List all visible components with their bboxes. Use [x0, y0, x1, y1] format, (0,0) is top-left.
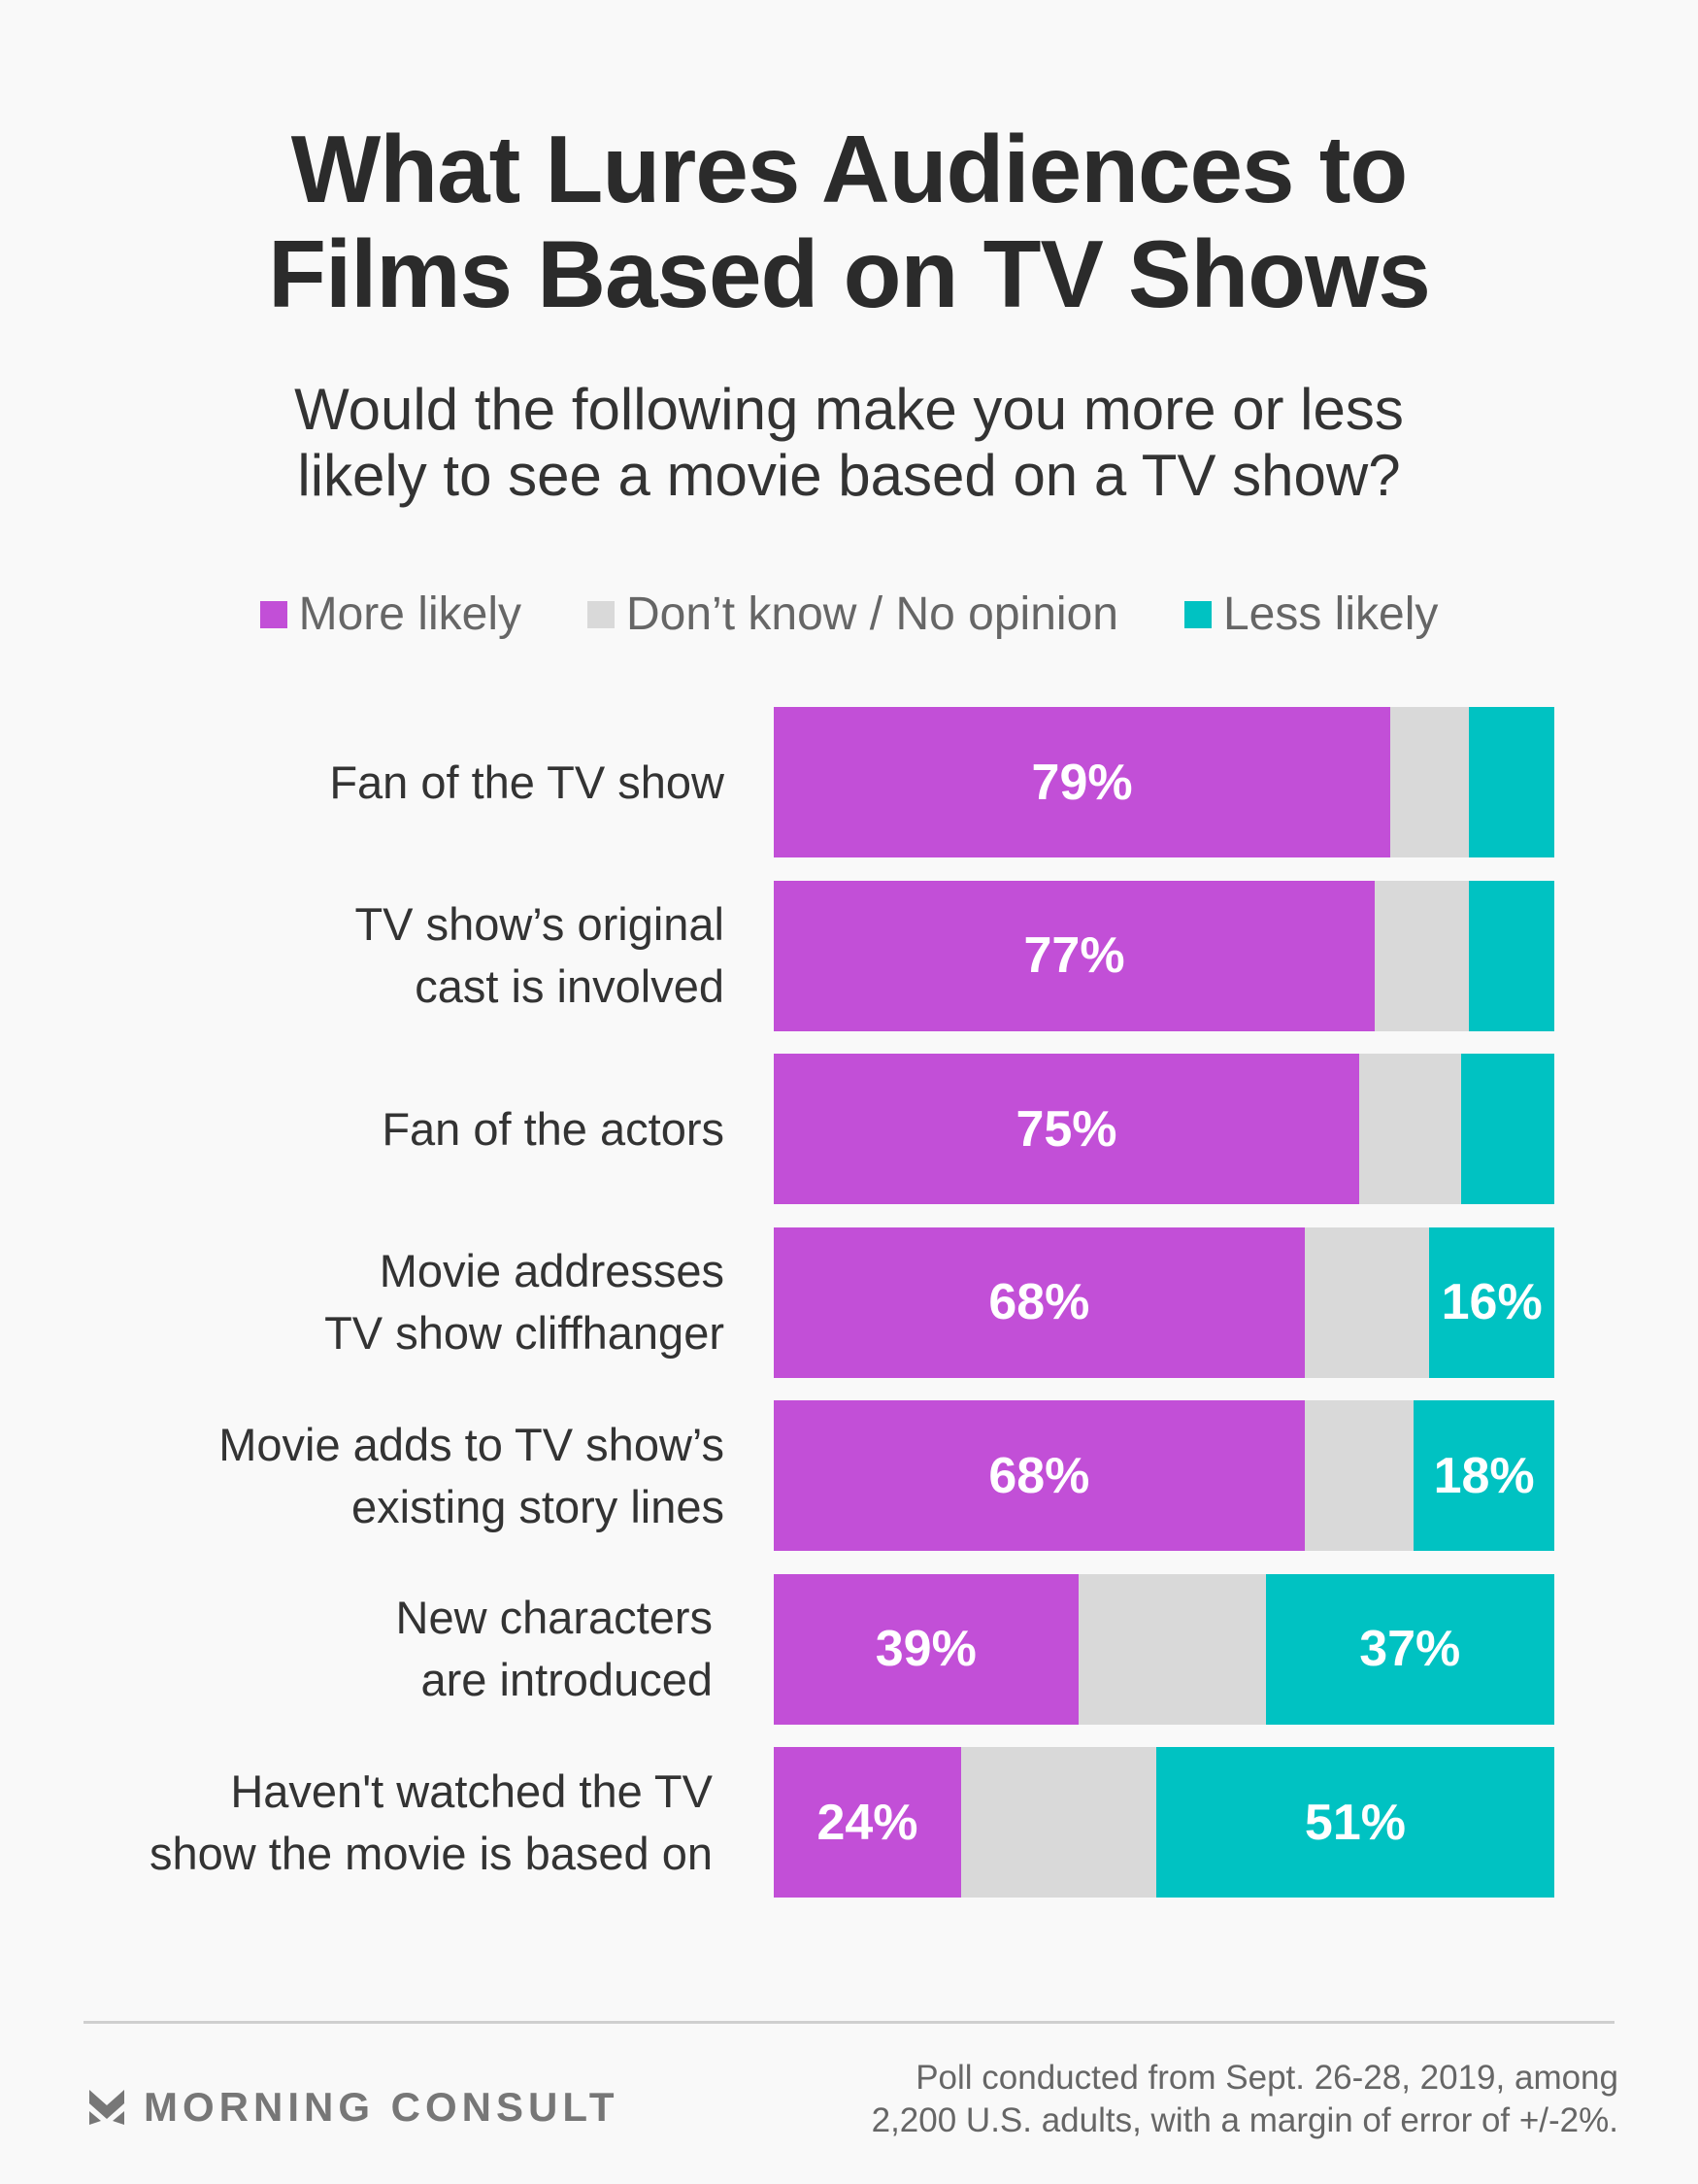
title-line: What Lures Audiences to — [290, 116, 1409, 222]
bar-segment-dont-know — [1375, 880, 1469, 1031]
bar-row: 68% 18% — [774, 1400, 1554, 1551]
category-label-line: Movie adds to TV show’s — [218, 1418, 724, 1470]
category-label: Movie adds to TV show’s existing story li… — [218, 1414, 724, 1538]
data-label: 16% — [1441, 1274, 1543, 1330]
bar-row: 24% 51% — [774, 1747, 1554, 1898]
legend-label: More likely — [298, 588, 521, 640]
data-label: 77% — [1023, 927, 1125, 984]
category-label: New characters are introduced — [396, 1587, 714, 1711]
bar-row: 77% — [774, 880, 1554, 1031]
data-label: 79% — [1031, 754, 1133, 811]
data-label: 68% — [988, 1274, 1090, 1330]
legend-swatch-more — [259, 600, 287, 628]
legend-label: Don’t know / No opinion — [626, 588, 1118, 640]
legend-swatch-less — [1183, 600, 1212, 628]
subtitle-line: Would the following make you more or les… — [294, 377, 1404, 442]
brand-logo: MORNING CONSULT — [87, 2084, 619, 2131]
bar-segment-dont-know — [960, 1747, 1156, 1898]
bar-row: 79% — [774, 707, 1554, 857]
bar-segment-dont-know — [1359, 1054, 1461, 1204]
data-label: 68% — [988, 1447, 1090, 1504]
bar-segment-more-likely: 39% — [774, 1573, 1079, 1725]
data-label: 75% — [1015, 1100, 1117, 1158]
bar-segment-more-likely: 79% — [774, 707, 1391, 857]
bar-row: 75% — [774, 1054, 1554, 1204]
category-label-line: TV show cliffhanger — [324, 1307, 724, 1359]
bar-segment-less-likely — [1468, 880, 1554, 1031]
data-label: 37% — [1359, 1621, 1461, 1677]
category-label: TV show’s original cast is involved — [354, 893, 724, 1018]
chart-subtitle: Would the following make you more or les… — [0, 377, 1698, 509]
morning-consult-chevron-icon — [89, 2090, 124, 2125]
category-label: Fan of the actors — [382, 1098, 724, 1160]
bar-segment-more-likely: 77% — [774, 880, 1376, 1031]
bar-row: 68% 16% — [774, 1226, 1554, 1378]
category-label-line: cast is involved — [415, 960, 724, 1012]
data-label: 39% — [875, 1621, 977, 1677]
bar-segment-less-likely: 51% — [1155, 1747, 1554, 1898]
legend-item-less: Less likely — [1183, 588, 1439, 641]
category-label-line: existing story lines — [351, 1480, 724, 1532]
bar-segment-more-likely: 68% — [774, 1226, 1305, 1378]
legend: More likely Don’t know / No opinion Less… — [0, 588, 1698, 641]
category-label-line: Movie addresses — [379, 1245, 724, 1296]
subtitle-line: likely to see a movie based on a TV show… — [297, 443, 1401, 508]
category-label: Haven't watched the TV show the movie is … — [150, 1761, 713, 1885]
category-label-line: show the movie is based on — [150, 1827, 713, 1879]
bar-segment-more-likely: 24% — [774, 1747, 961, 1898]
category-label-line: Fan of the TV show — [329, 756, 724, 808]
bar-segment-less-likely: 37% — [1265, 1573, 1554, 1725]
bar-segment-less-likely — [1468, 707, 1554, 857]
title-line: Films Based on TV Shows — [268, 220, 1431, 327]
bar-segment-dont-know — [1304, 1400, 1415, 1551]
category-label-line: New characters — [395, 1592, 714, 1643]
bar-segment-less-likely — [1460, 1054, 1554, 1204]
legend-swatch-dont-know — [587, 600, 615, 628]
category-label-line: Fan of the actors — [382, 1102, 724, 1155]
bar-segment-dont-know — [1304, 1226, 1430, 1378]
footer-divider — [83, 2021, 1615, 2024]
data-label: 24% — [816, 1794, 918, 1851]
methodology-note: Poll conducted from Sept. 26-28, 2019, a… — [872, 2057, 1618, 2142]
legend-item-dont-know: Don’t know / No opinion — [587, 588, 1118, 641]
note-line: Poll conducted from Sept. 26-28, 2019, a… — [916, 2059, 1618, 2097]
note-line: 2,200 U.S. adults, with a margin of erro… — [871, 2101, 1618, 2139]
chart-title: What Lures Audiences to Films Based on T… — [0, 117, 1698, 326]
bar-segment-more-likely: 75% — [774, 1054, 1359, 1204]
category-label: Movie addresses TV show cliffhanger — [324, 1240, 724, 1364]
brand-name: MORNING CONSULT — [144, 2084, 619, 2130]
category-label: Fan of the TV show — [329, 752, 724, 814]
data-label: 51% — [1304, 1794, 1406, 1851]
legend-item-more: More likely — [259, 588, 521, 641]
bar-row: 39% 37% — [774, 1573, 1554, 1725]
bar-segment-less-likely: 18% — [1414, 1400, 1554, 1551]
bar-segment-dont-know — [1078, 1573, 1266, 1725]
legend-label: Less likely — [1222, 588, 1439, 640]
category-label-line: Haven't watched the TV — [230, 1764, 713, 1817]
category-label-line: are introduced — [420, 1654, 713, 1705]
bar-segment-dont-know — [1390, 707, 1469, 857]
data-label: 18% — [1433, 1447, 1535, 1504]
bar-segment-more-likely: 68% — [774, 1400, 1305, 1551]
bar-segment-less-likely: 16% — [1429, 1226, 1554, 1378]
category-label-line: TV show’s original — [354, 898, 724, 950]
